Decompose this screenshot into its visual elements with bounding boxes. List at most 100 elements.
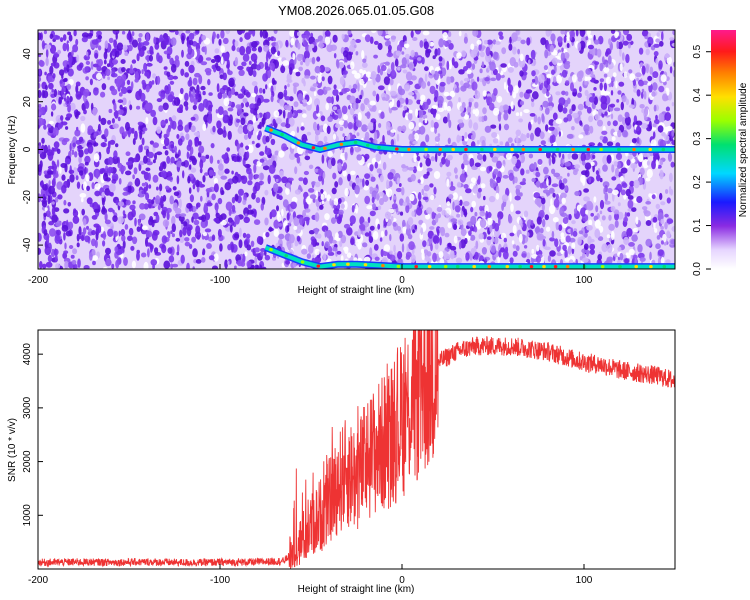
noise-speckle [43,144,48,154]
noise-speckle [132,236,138,245]
noise-speckle [546,76,551,85]
noise-speckle [179,104,184,111]
noise-speckle [44,44,52,50]
noise-speckle [491,132,498,138]
noise-speckle [107,156,114,166]
noise-speckle [165,118,168,124]
noise-speckle [343,120,349,129]
noise-speckle [145,117,149,125]
noise-speckle [217,197,223,205]
noise-speckle [299,216,305,226]
noise-speckle [44,71,47,76]
noise-speckle [539,227,544,234]
noise-speckle [628,248,635,256]
noise-speckle [279,170,284,178]
noise-speckle [548,204,556,215]
noise-speckle [132,174,135,180]
noise-speckle [425,49,431,58]
noise-speckle [282,109,286,119]
noise-speckle [540,212,543,220]
noise-speckle [519,111,523,117]
noise-speckle [71,149,75,156]
noise-speckle [83,88,90,97]
noise-speckle [111,48,116,57]
noise-speckle [628,104,635,109]
noise-speckle [669,172,673,183]
noise-speckle [141,170,146,175]
noise-speckle [320,115,326,122]
noise-speckle [364,153,370,160]
noise-speckle [172,75,178,80]
noise-speckle [474,211,478,217]
noise-speckle [169,80,175,85]
noise-speckle [295,71,301,77]
noise-speckle [369,210,376,217]
noise-speckle [643,210,651,217]
noise-speckle [342,170,347,177]
noise-speckle [362,178,365,188]
noise-speckle [515,129,522,137]
noise-speckle [195,259,202,264]
noise-speckle [317,168,324,176]
noise-speckle [59,165,62,174]
ridge-peak [395,147,399,151]
noise-speckle [442,32,448,39]
noise-speckle [42,184,48,191]
noise-speckle [431,105,438,109]
noise-speckle [312,83,318,87]
noise-speckle [617,114,623,122]
noise-speckle [515,187,520,196]
noise-speckle [219,243,223,252]
noise-speckle [52,73,56,79]
noise-speckle [273,37,276,42]
noise-speckle [431,211,435,218]
noise-speckle [430,194,435,201]
noise-speckle [63,180,69,189]
noise-speckle [498,64,502,74]
noise-speckle [51,160,55,167]
noise-speckle [439,236,442,246]
noise-speckle [531,248,535,254]
noise-speckle [315,134,319,143]
noise-speckle [84,100,90,109]
noise-speckle [39,60,45,67]
noise-speckle [584,128,589,135]
noise-speckle [371,30,377,33]
noise-speckle [138,145,142,153]
noise-speckle [261,266,267,269]
noise-speckle [589,125,594,134]
noise-speckle [619,252,624,261]
noise-speckle [562,178,568,184]
noise-speckle [630,163,638,169]
noise-speckle [256,236,262,245]
noise-speckle [534,227,540,234]
noise-speckle [408,61,415,71]
noise-speckle [438,56,443,62]
noise-speckle [563,52,570,59]
noise-speckle [606,244,613,253]
noise-speckle [583,81,589,86]
noise-speckle [640,91,644,99]
noise-speckle [127,89,132,94]
noise-speckle [176,175,180,185]
noise-speckle [334,181,339,188]
noise-speckle [221,154,228,160]
noise-speckle [465,188,472,194]
noise-speckle [389,78,394,86]
noise-speckle [93,132,97,139]
noise-speckle [549,44,555,53]
noise-speckle [283,92,287,98]
noise-speckle [318,43,325,48]
noise-speckle [199,167,203,174]
noise-speckle [639,257,646,262]
noise-speckle [199,159,204,169]
noise-speckle [511,240,515,245]
noise-speckle [479,68,483,74]
noise-speckle [491,235,495,243]
noise-speckle [144,181,148,186]
noise-speckle [347,133,351,141]
noise-speckle [381,64,387,72]
noise-speckle [626,212,631,217]
noise-speckle [288,215,294,223]
noise-speckle [254,264,259,269]
